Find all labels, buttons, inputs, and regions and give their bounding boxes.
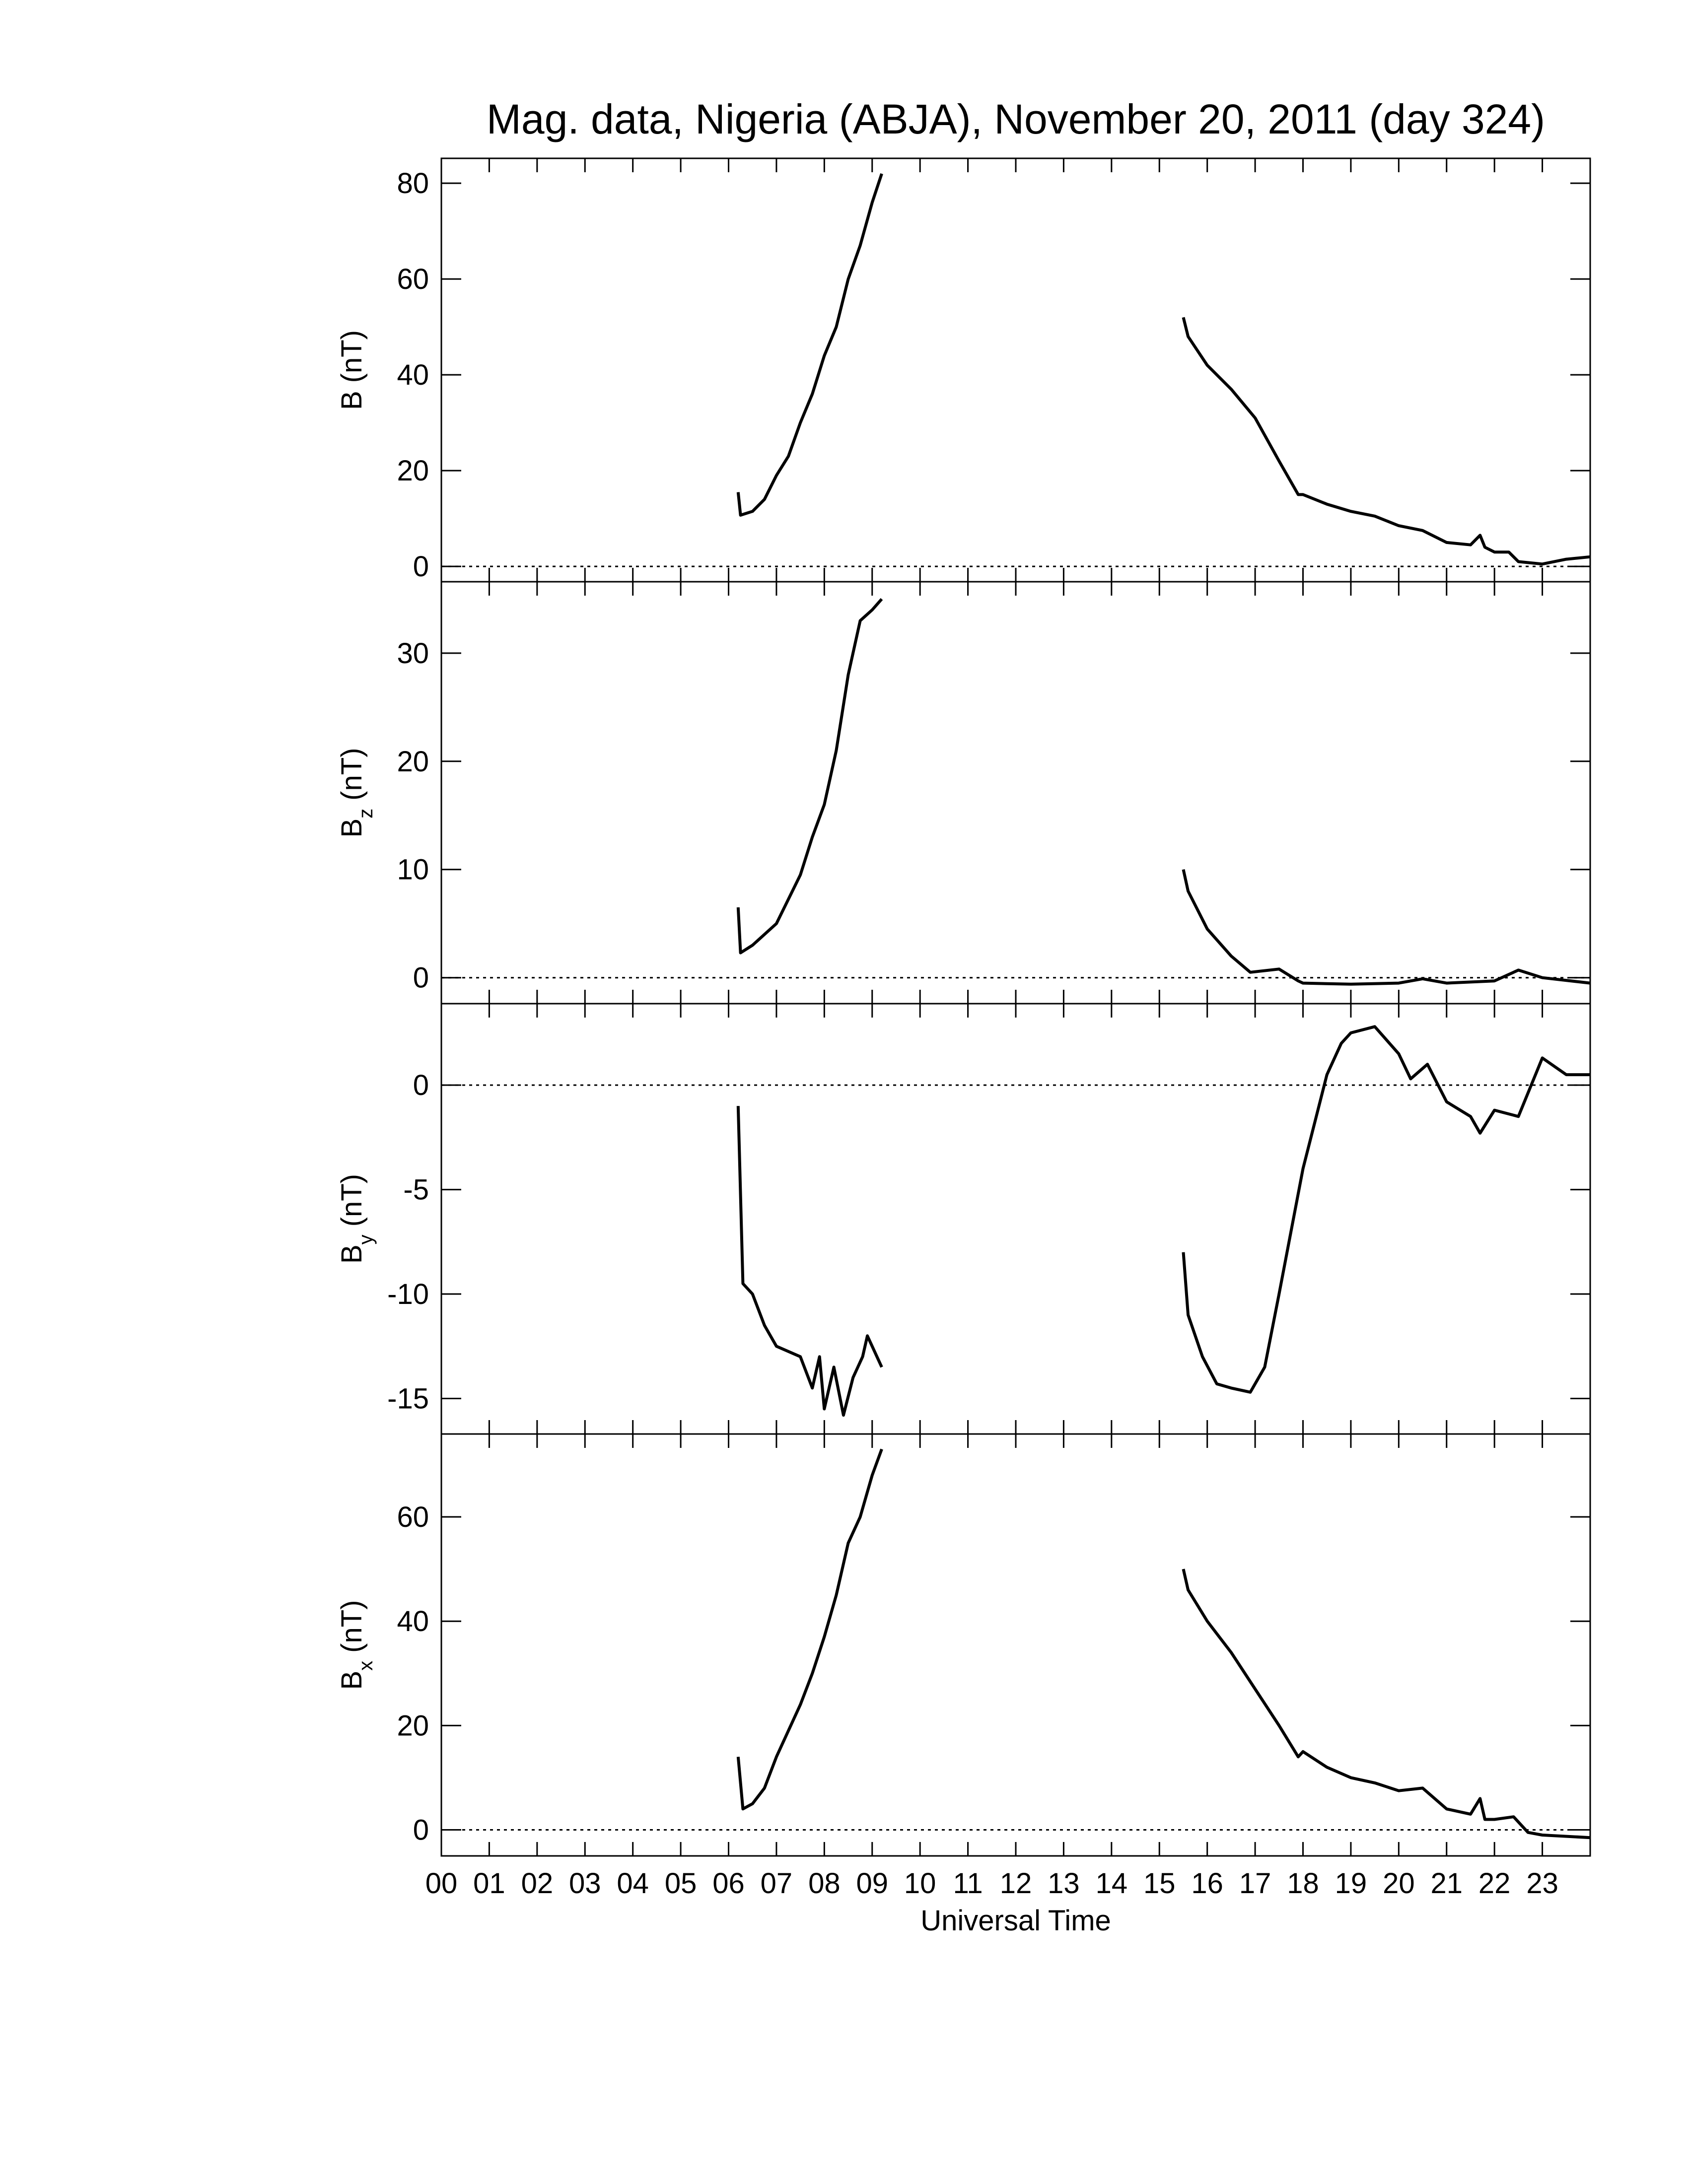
y-tick-label: -15: [387, 1382, 429, 1415]
x-tick-label: 06: [712, 1867, 745, 1900]
chart-title: Mag. data, Nigeria (ABJA), November 20, …: [487, 96, 1545, 142]
y-axis-label: Bz (nT): [336, 748, 377, 837]
x-axis-label: Universal Time: [920, 1905, 1111, 1937]
plot-frame: [440, 157, 1591, 583]
x-tick-label: 02: [521, 1867, 554, 1900]
y-tick-label: 60: [397, 263, 429, 295]
x-tick-label: 08: [808, 1867, 841, 1900]
panel: 00 01 02 03 04 05 06 07 08 09 10 11 12 13 14 15 16 17 18 19…: [336, 1433, 1591, 1937]
y-label-unit: (nT): [336, 1600, 368, 1652]
y-label-symbol: B: [336, 1244, 368, 1264]
data-line: [736, 1448, 1591, 1840]
y-label-subscript: y: [355, 1234, 377, 1244]
y-label-subscript: x: [355, 1661, 377, 1671]
x-tick-label: 18: [1287, 1867, 1319, 1900]
plot-frame: [440, 1003, 1591, 1435]
x-tick-label: 05: [665, 1867, 697, 1900]
x-tick-label: 16: [1191, 1867, 1223, 1900]
y-axis-label: B (nT): [336, 330, 368, 410]
plot-frame: [440, 1433, 1591, 1857]
y-tick-label: 0: [413, 1069, 429, 1101]
y-tick-label: 20: [397, 746, 429, 778]
x-tick-label: 22: [1478, 1867, 1511, 1900]
data-line: [736, 1025, 1590, 1417]
y-label-subscript: z: [355, 809, 377, 819]
x-tick-label: 15: [1143, 1867, 1176, 1900]
x-tick-label: 11: [953, 1867, 983, 1900]
x-tick-label: 10: [904, 1867, 936, 1900]
x-tick-label: 17: [1239, 1867, 1271, 1900]
panel: -15 -10 -5 0 By (nT): [336, 1003, 1591, 1435]
y-tick-label: -10: [387, 1278, 429, 1310]
x-tick-label: 00: [425, 1867, 458, 1900]
y-axis-label: Bx (nT): [336, 1600, 377, 1690]
y-tick-label: 40: [397, 1605, 429, 1638]
y-tick-label: -5: [403, 1174, 429, 1206]
x-tick-label: 14: [1096, 1867, 1128, 1900]
y-tick-label: 20: [397, 455, 429, 487]
y-tick-label: 20: [397, 1709, 429, 1742]
y-tick-label: 60: [397, 1501, 429, 1533]
y-label-unit: (nT): [336, 330, 368, 383]
data-line: [736, 173, 1591, 566]
x-tick-label: 13: [1048, 1867, 1080, 1900]
x-tick-label: 23: [1526, 1867, 1558, 1900]
y-tick-label: 10: [397, 854, 429, 886]
x-tick-label: 19: [1335, 1867, 1367, 1900]
y-tick-label: 30: [397, 637, 429, 670]
y-label-symbol: B: [336, 819, 368, 838]
y-label-symbol: B: [336, 391, 368, 410]
y-label-symbol: B: [336, 1671, 368, 1690]
y-tick-label: 0: [413, 962, 429, 994]
x-tick-label: 01: [473, 1867, 505, 1900]
x-tick-label: 12: [1000, 1867, 1032, 1900]
panel: 0 10 20 30 Bz (nT): [336, 581, 1591, 1005]
y-label-unit: (nT): [336, 1174, 368, 1227]
y-axis-label: By (nT): [336, 1174, 377, 1264]
y-tick-label: 80: [397, 167, 429, 200]
x-tick-label: 07: [761, 1867, 793, 1900]
y-tick-label: 40: [397, 359, 429, 391]
plot-frame: [440, 581, 1591, 1005]
data-line: [736, 598, 1591, 986]
y-label-unit: (nT): [336, 748, 368, 800]
y-tick-label: 0: [413, 1814, 429, 1846]
x-tick-label: 21: [1430, 1867, 1463, 1900]
x-tick-label: 04: [617, 1867, 649, 1900]
y-tick-label: 0: [413, 550, 429, 583]
x-tick-label: 09: [856, 1867, 888, 1900]
x-tick-label: 03: [569, 1867, 601, 1900]
x-tick-label: 20: [1383, 1867, 1415, 1900]
panel: Mag. data, Nigeria (ABJA), November 20, …: [336, 96, 1591, 583]
